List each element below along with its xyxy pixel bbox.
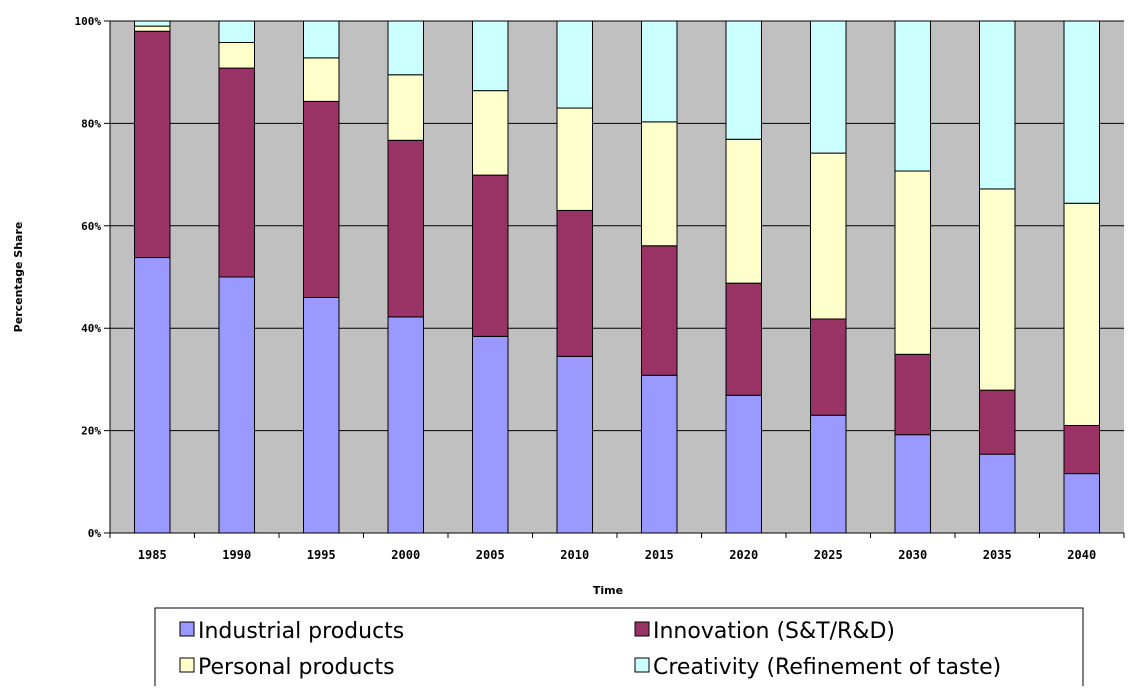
bar-segment	[725, 138, 762, 284]
legend: Industrial products Innovation (S&T/R&D) P…	[154, 607, 1084, 690]
legend-swatch	[634, 621, 650, 637]
legend-label: Personal products	[198, 655, 395, 680]
bar-segment	[725, 282, 762, 396]
bar-segment	[303, 296, 340, 534]
bar-segment	[894, 170, 931, 355]
bar-segment	[641, 374, 678, 534]
y-axis: 0% 20% 40% 60% 80% 100%	[75, 15, 111, 540]
bar-segment	[303, 100, 340, 298]
bar-segment	[641, 20, 678, 123]
bar-segment	[134, 30, 171, 259]
x-tick-label: 1990	[222, 548, 251, 562]
bar-segment	[387, 316, 424, 534]
x-tick-label: 1995	[307, 548, 336, 562]
bar-segment	[979, 389, 1016, 455]
x-tick-label: 2035	[983, 548, 1012, 562]
bar-segment	[472, 90, 509, 176]
bar-segment	[556, 107, 593, 211]
bar-segment	[472, 20, 509, 92]
bar-segment	[556, 209, 593, 357]
bar-segment	[641, 245, 678, 376]
bar-segment	[556, 355, 593, 534]
x-tick-label: 1985	[138, 548, 167, 562]
bar-segment	[979, 20, 1016, 190]
bar-segment	[725, 394, 762, 534]
x-axis-title: Time	[593, 584, 623, 597]
legend-box	[154, 607, 1084, 690]
bar-segment	[303, 57, 340, 102]
bar-segment	[218, 276, 255, 534]
bar-segment	[472, 335, 509, 534]
bar-segment	[894, 434, 931, 534]
bar-segment	[810, 20, 847, 154]
plot-background	[110, 21, 1124, 533]
bar-segment	[979, 453, 1016, 534]
x-tick-label: 2015	[645, 548, 674, 562]
bar-segment	[472, 174, 509, 337]
bar-segment	[1063, 424, 1100, 475]
plot-area	[104, 20, 1124, 534]
y-tick-label: 20%	[81, 425, 101, 438]
bar-segment	[894, 353, 931, 436]
x-tick-label: 2010	[560, 548, 589, 562]
bar-segment	[810, 414, 847, 534]
bar-segment	[810, 152, 847, 320]
bar-segment	[387, 20, 424, 76]
legend-label: Creativity (Refinement of taste)	[653, 655, 1001, 680]
bar-segment	[810, 318, 847, 416]
bar-segment	[1063, 473, 1100, 534]
bar-segment	[387, 74, 424, 141]
x-axis: 1985 1990 1995 2000 2005 2010 2015 2020 2025 2030…	[109, 532, 1125, 562]
bar-segment	[134, 25, 171, 32]
bar-segment	[134, 20, 171, 27]
legend-swatch	[179, 657, 195, 673]
bar-segment	[218, 67, 255, 278]
bar-segment	[979, 188, 1016, 391]
bar-segment	[134, 257, 171, 534]
legend-swatch	[634, 657, 650, 673]
bar-segment	[1063, 20, 1100, 204]
bar-segment	[641, 121, 678, 247]
bar-segment	[725, 20, 762, 140]
bar-segment	[387, 139, 424, 318]
bar-segment	[556, 20, 593, 109]
y-tick-label: 40%	[81, 322, 101, 335]
y-axis-title: Percentage Share	[12, 222, 25, 333]
legend-label: Innovation (S&T/R&D)	[653, 619, 895, 644]
y-tick-label: 100%	[75, 15, 102, 28]
bar-segment	[303, 20, 340, 59]
bar-segment	[1063, 202, 1100, 426]
bar-segment	[894, 20, 931, 172]
x-tick-label: 2000	[391, 548, 420, 562]
bar-segment	[218, 42, 255, 69]
y-tick-label: 60%	[81, 220, 101, 233]
y-tick-label: 0%	[88, 527, 102, 540]
y-tick-label: 80%	[81, 117, 101, 130]
x-tick-label: 2025	[814, 548, 843, 562]
x-tick-label: 2020	[729, 548, 758, 562]
legend-label: Industrial products	[198, 619, 404, 644]
bar-segment	[218, 20, 255, 44]
x-tick-label: 2040	[1067, 548, 1096, 562]
x-tick-label: 2030	[898, 548, 927, 562]
x-tick-label: 2005	[476, 548, 505, 562]
legend-swatch	[179, 621, 195, 637]
